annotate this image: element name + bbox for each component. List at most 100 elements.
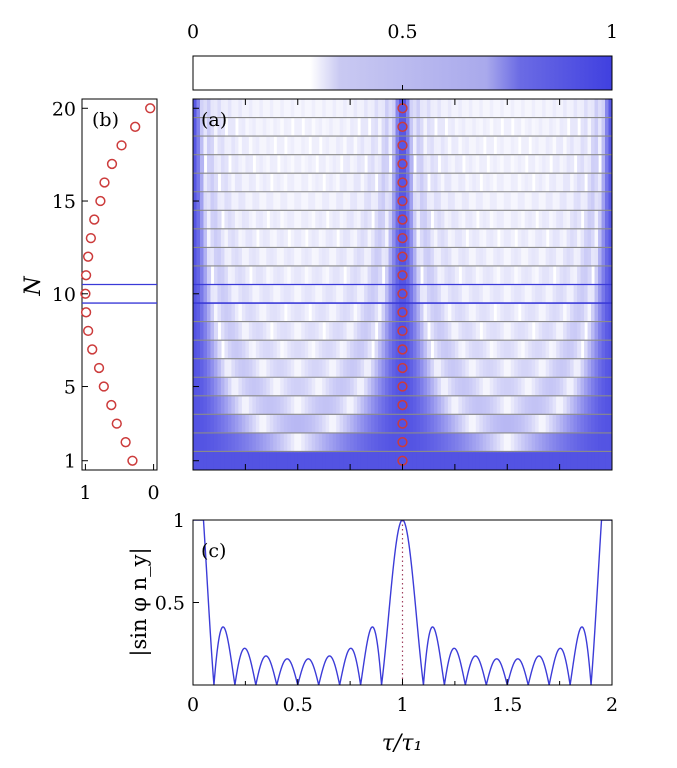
peak-marker bbox=[397, 288, 408, 299]
heatmap-cell bbox=[231, 228, 236, 248]
heatmap-cell bbox=[255, 265, 260, 286]
heatmap-cell bbox=[325, 284, 330, 304]
heatmap-cell bbox=[255, 173, 260, 193]
heatmap-cell bbox=[510, 358, 515, 378]
heatmap-cell bbox=[521, 284, 526, 304]
heatmap-cell bbox=[374, 358, 379, 378]
heatmap-cell bbox=[423, 154, 428, 174]
heatmap-cell bbox=[528, 414, 533, 434]
data-point bbox=[82, 325, 94, 337]
heatmap-cell bbox=[227, 414, 233, 434]
heatmap-cell bbox=[437, 191, 442, 211]
heatmap-cell bbox=[199, 247, 205, 267]
heatmap-cell bbox=[276, 321, 281, 341]
heatmap-cell bbox=[371, 451, 376, 470]
heatmap-cell bbox=[524, 340, 529, 360]
heatmap-cell bbox=[423, 340, 428, 360]
heatmap-cell bbox=[367, 340, 372, 360]
heatmap-cell bbox=[287, 358, 292, 378]
heatmap-cell bbox=[280, 173, 285, 193]
heatmap-cell bbox=[423, 173, 428, 193]
heatmap-cell bbox=[405, 173, 411, 193]
heatmap-cell bbox=[199, 395, 205, 415]
heatmap-cell bbox=[405, 191, 411, 211]
heatmap-cell bbox=[580, 284, 585, 304]
heatmap-cell bbox=[458, 414, 463, 434]
heatmap-cell bbox=[402, 99, 407, 119]
heatmap-cell bbox=[500, 340, 505, 360]
heatmap-cell bbox=[367, 414, 372, 434]
heatmap-cell bbox=[454, 377, 459, 397]
heatmap-cell bbox=[580, 395, 585, 415]
heatmap-cell bbox=[381, 99, 386, 119]
heatmap-cell bbox=[297, 432, 302, 453]
heatmap-cell bbox=[594, 154, 599, 174]
heatmap-cell bbox=[580, 358, 585, 378]
heatmap-cell bbox=[570, 136, 575, 156]
heatmap-cell bbox=[378, 228, 383, 248]
heatmap-cell bbox=[269, 451, 274, 470]
heatmap-cell bbox=[266, 321, 271, 341]
heatmap-cell bbox=[210, 340, 215, 360]
heatmap-cell bbox=[591, 451, 596, 470]
heatmap-cell bbox=[210, 173, 215, 193]
heatmap-cell bbox=[199, 173, 205, 193]
heatmap-cell bbox=[412, 136, 418, 156]
heatmap-cell bbox=[426, 117, 432, 137]
heatmap-cell bbox=[514, 377, 519, 397]
heatmap-cell bbox=[378, 303, 383, 323]
heatmap-cell bbox=[378, 432, 383, 453]
heatmap-cell bbox=[584, 247, 589, 267]
heatmap-cell bbox=[552, 173, 557, 193]
heatmap-cell bbox=[591, 117, 596, 137]
heatmap-cell bbox=[346, 321, 351, 341]
heatmap-cell bbox=[566, 414, 571, 434]
heatmap-cell bbox=[392, 210, 397, 230]
heatmap-cell bbox=[388, 247, 393, 267]
heatmap-cell bbox=[238, 191, 243, 211]
heatmap-cell bbox=[287, 210, 292, 230]
heatmap-cell bbox=[493, 377, 498, 397]
heatmap-cell bbox=[227, 451, 233, 470]
heatmap-cell bbox=[594, 117, 599, 137]
heatmap-cell bbox=[304, 154, 309, 174]
heatmap-cell bbox=[332, 284, 337, 304]
heatmap-cell bbox=[392, 99, 397, 119]
heatmap-cell bbox=[308, 284, 313, 304]
heatmap-cell bbox=[350, 451, 355, 470]
heatmap-cell bbox=[287, 303, 292, 323]
heatmap-cell bbox=[423, 117, 428, 137]
heatmap-cell bbox=[280, 303, 285, 323]
heatmap-cell bbox=[203, 99, 208, 119]
heatmap-cell bbox=[381, 340, 386, 360]
heatmap-cell bbox=[269, 284, 274, 304]
heatmap-cell bbox=[388, 377, 393, 397]
heatmap-cell bbox=[203, 210, 208, 230]
heatmap-cell bbox=[549, 117, 554, 137]
heatmap-cell bbox=[608, 414, 612, 434]
heatmap-cell bbox=[426, 303, 432, 323]
heatmap-cell bbox=[507, 228, 512, 248]
heatmap-cell bbox=[280, 247, 285, 267]
heatmap-cell bbox=[371, 414, 376, 434]
heatmap-cell bbox=[542, 117, 547, 137]
heatmap-cell bbox=[224, 451, 229, 470]
heatmap-cell bbox=[353, 117, 358, 137]
heatmap-cell bbox=[231, 284, 236, 304]
heatmap-cell bbox=[227, 340, 233, 360]
heatmap-cell bbox=[199, 414, 205, 434]
heatmap-cell bbox=[213, 432, 219, 453]
heatmap-cell bbox=[332, 228, 337, 248]
heatmap-cell bbox=[388, 414, 393, 434]
heatmap-cell bbox=[301, 414, 306, 434]
heatmap-cell bbox=[304, 358, 309, 378]
heatmap-cell bbox=[315, 321, 320, 341]
heatmap-cell bbox=[458, 210, 463, 230]
heatmap-cell bbox=[479, 340, 484, 360]
heatmap-cell bbox=[605, 247, 610, 267]
heatmap-cell bbox=[500, 414, 505, 434]
heatmap-cell bbox=[241, 340, 246, 360]
heatmap-cell bbox=[461, 228, 466, 248]
heatmap-cell bbox=[346, 210, 351, 230]
heatmap-cell bbox=[336, 377, 341, 397]
